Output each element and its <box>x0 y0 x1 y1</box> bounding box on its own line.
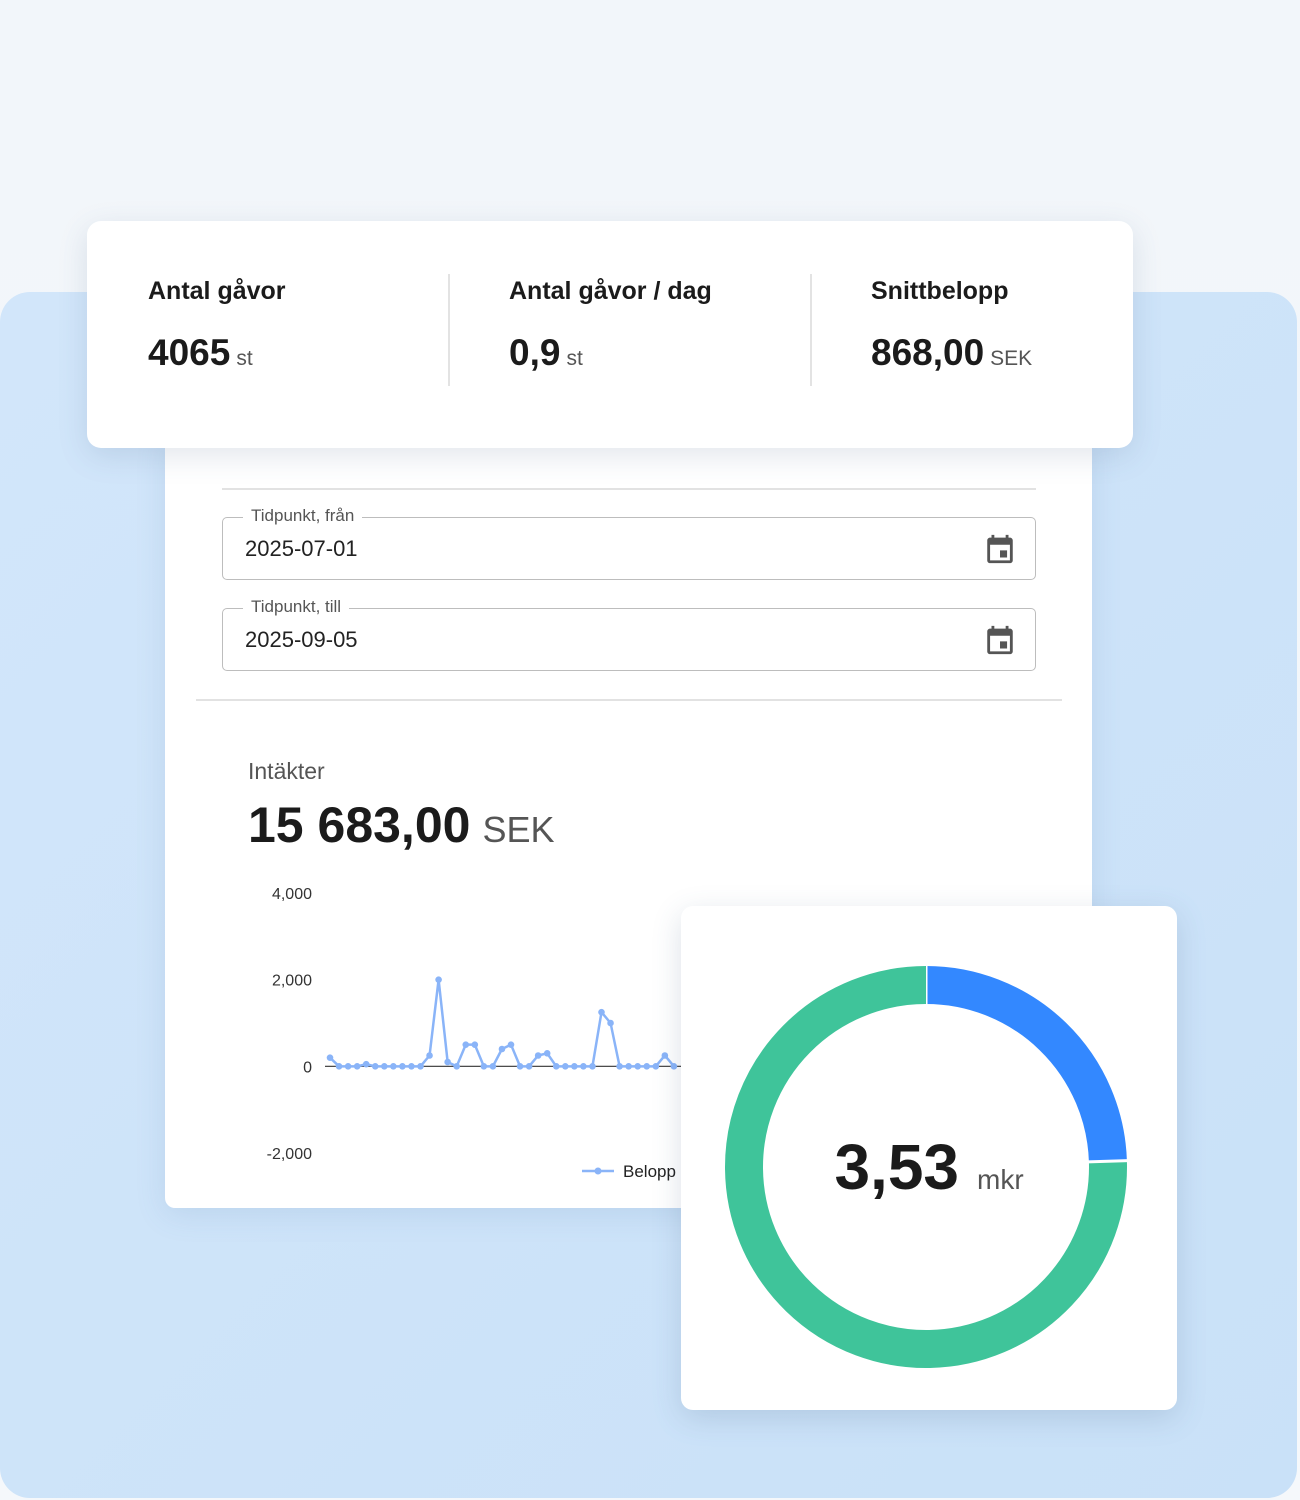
data-point <box>625 1063 632 1070</box>
revenue-value: 15 683,00 SEK <box>248 796 554 854</box>
y-tick-label: 2,000 <box>272 973 312 990</box>
stat-unit: st <box>236 347 253 370</box>
stat-number: 868,00 <box>871 332 985 373</box>
data-point <box>552 1063 560 1070</box>
donut-chart: 3,53 mkr <box>725 965 1128 1368</box>
data-point <box>390 1063 397 1070</box>
field-label: Tidpunkt, till <box>243 597 350 617</box>
data-point <box>471 1041 479 1048</box>
revenue-label: Intäkter <box>248 758 325 784</box>
field-value: 2025-07-01 <box>245 536 358 561</box>
field-label: Tidpunkt, från <box>243 506 363 526</box>
data-point <box>607 1019 614 1027</box>
data-point <box>571 1063 578 1070</box>
data-point <box>634 1063 641 1070</box>
y-tick-label: -2,000 <box>267 1146 312 1163</box>
center-unit: mkr <box>977 1164 1024 1195</box>
data-point <box>498 1045 506 1053</box>
calendar-icon[interactable] <box>983 531 1017 567</box>
center-value: 3,53 <box>834 1131 959 1203</box>
legend-swatch <box>594 1167 602 1175</box>
data-point <box>444 1058 451 1066</box>
data-point <box>462 1041 470 1048</box>
segment-gap <box>1087 1159 1128 1164</box>
data-point <box>453 1063 461 1070</box>
data-point <box>598 1008 605 1016</box>
data-point <box>489 1063 497 1070</box>
stat: Antal gåvor / dag 0,9 st <box>509 277 712 374</box>
data-point <box>344 1063 352 1070</box>
data-point <box>562 1063 569 1070</box>
y-tick-label: 4,000 <box>272 886 312 903</box>
line-chart: -2,000 0 2,000 4,000 Belopp <box>267 886 1060 1181</box>
data-point <box>399 1063 406 1070</box>
data-point <box>480 1063 488 1070</box>
data-point <box>670 1063 678 1070</box>
stat-label: Snittbelopp <box>871 277 1009 305</box>
data-point <box>652 1063 660 1070</box>
data-point <box>426 1052 433 1059</box>
data-point <box>435 976 442 983</box>
divider <box>810 274 812 386</box>
calendar-icon[interactable] <box>983 622 1017 658</box>
data-point <box>371 1063 379 1070</box>
data-point <box>543 1050 551 1057</box>
y-tick-label: 0 <box>303 1059 312 1076</box>
data-point <box>417 1063 424 1070</box>
date-field[interactable]: Tidpunkt, från 2025-07-01 <box>222 506 1036 580</box>
stat-unit: st <box>566 347 583 370</box>
field-value: 2025-09-05 <box>245 627 358 652</box>
stat-label: Antal gåvor / dag <box>509 277 712 305</box>
data-point <box>381 1063 388 1070</box>
data-point <box>326 1054 334 1061</box>
donut-card: 3,53 mkr <box>681 906 1177 1410</box>
stat: Snittbelopp 868,00 SEK <box>871 277 1032 374</box>
separator <box>196 699 1062 701</box>
data-point <box>408 1063 415 1070</box>
separator <box>222 488 1036 490</box>
data-point <box>353 1063 361 1070</box>
donut-segment <box>725 966 1127 1368</box>
data-point <box>534 1052 542 1059</box>
data-point <box>507 1041 515 1048</box>
data-point <box>516 1063 524 1070</box>
data-point <box>525 1063 533 1070</box>
legend-label: Belopp <box>623 1162 676 1181</box>
data-point <box>616 1063 623 1070</box>
stat-unit: SEK <box>990 347 1033 370</box>
stat-value: 868,00 SEK <box>871 332 1032 374</box>
data-point <box>661 1052 669 1059</box>
date-field[interactable]: Tidpunkt, till 2025-09-05 <box>222 597 1036 671</box>
data-point <box>643 1063 651 1070</box>
data-point <box>580 1063 587 1070</box>
stat-label: Antal gåvor <box>148 277 286 305</box>
data-point <box>362 1060 370 1068</box>
series-line <box>329 979 675 1069</box>
stat-number: 4065 <box>148 332 231 373</box>
divider <box>448 274 450 386</box>
revenue-amount: 15 683,00 <box>248 797 471 853</box>
donut-segment <box>925 966 1127 1163</box>
data-point <box>589 1063 596 1070</box>
stat-value: 0,9 st <box>509 332 712 374</box>
stat-number: 0,9 <box>509 332 561 373</box>
revenue-unit: SEK <box>482 809 555 850</box>
data-point <box>335 1063 343 1070</box>
